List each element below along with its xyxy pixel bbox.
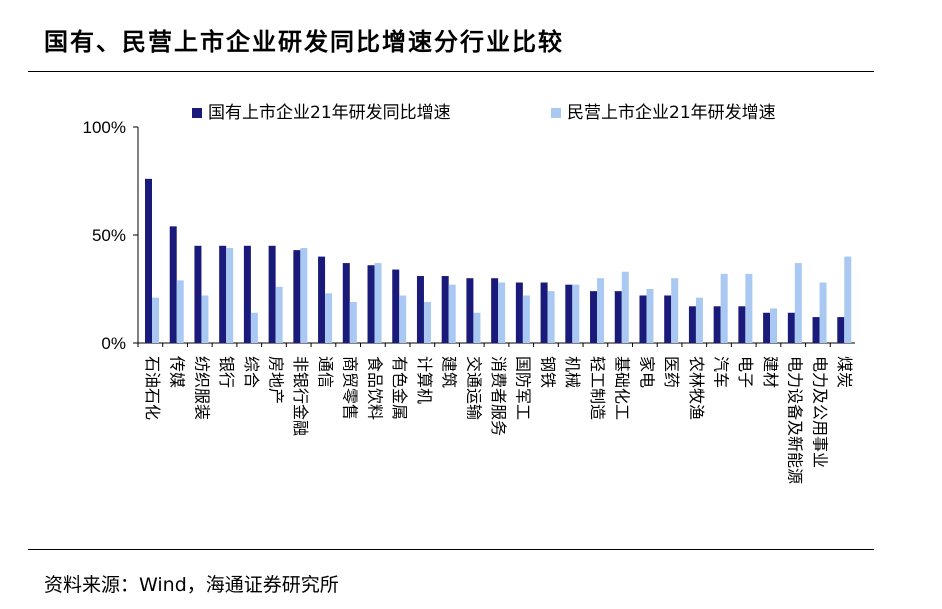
bar-state-owned (590, 291, 598, 343)
source-note: 资料来源：Wind，海通证券研究所 (44, 574, 339, 596)
x-category-label: 银行 (217, 356, 236, 388)
bar-state-owned (763, 312, 771, 343)
bar-state-owned (639, 295, 647, 343)
bar-private (844, 256, 852, 343)
bar-state-owned (713, 306, 721, 343)
bar-state-owned (688, 306, 696, 343)
x-category-label: 消费者服务 (489, 356, 508, 436)
bar-state-owned (738, 306, 746, 343)
bar-state-owned (614, 291, 622, 343)
x-category-label: 家电 (637, 356, 656, 388)
bar-state-owned (219, 245, 227, 343)
chart-title: 国有、民营上市企业研发同比增速分行业比较 (44, 28, 564, 56)
x-category-label: 基础化工 (613, 356, 632, 420)
bar-private (349, 301, 357, 343)
x-category-label: 农林牧渔 (687, 356, 706, 420)
bar-private (770, 308, 778, 343)
bar-state-owned (318, 256, 326, 343)
bar-state-owned (169, 226, 177, 343)
bar-private (152, 297, 159, 343)
x-category-label: 综合 (242, 356, 261, 388)
bar-private (547, 291, 555, 343)
x-category-label: 医药 (662, 356, 681, 388)
x-category-label: 国防军工 (514, 356, 533, 420)
top-rule (28, 71, 874, 72)
bar-state-owned (416, 276, 424, 343)
y-tick-label: 100% (83, 118, 126, 137)
bar-private (201, 295, 209, 343)
bar-state-owned (243, 245, 251, 343)
x-category-label: 建筑 (440, 356, 459, 388)
bar-state-owned (145, 178, 152, 343)
x-category-label: 有色金属 (390, 356, 409, 420)
x-category-label: 通信 (316, 356, 335, 388)
bar-private (522, 295, 530, 343)
bar-state-owned (466, 278, 474, 343)
x-category-label: 机械 (563, 356, 582, 388)
bar-private (695, 297, 703, 343)
bar-private (275, 286, 283, 343)
bar-private (720, 273, 728, 343)
x-category-label: 轻工制造 (588, 356, 607, 420)
x-category-label: 商贸零售 (341, 356, 360, 420)
bar-state-owned (491, 278, 499, 343)
bar-state-owned (268, 245, 276, 343)
bar-private (794, 263, 802, 343)
bar-private (374, 263, 382, 343)
legend-swatch-state-owned (192, 108, 202, 118)
bar-state-owned (293, 250, 301, 343)
bar-state-owned (194, 245, 202, 343)
x-category-label: 汽车 (712, 356, 731, 388)
bar-state-owned (342, 263, 350, 343)
x-category-label: 房地产 (266, 356, 285, 404)
x-category-label: 电力设备及新能源 (786, 356, 805, 484)
x-category-label: 传媒 (168, 356, 187, 388)
bar-private (176, 280, 184, 343)
bar-chart: 0% 50% 100% 石油石化 传媒 纺织服装 银行 综合 房地产 非银行金融 通信 商贸零售 食品饮… (83, 103, 855, 484)
x-category-label: 食品饮料 (365, 356, 384, 420)
x-category-label: 电力及公用事业 (810, 356, 829, 468)
bar-state-owned (787, 312, 795, 343)
x-category-label: 纺织服装 (192, 356, 211, 420)
bar-private (448, 284, 456, 343)
bottom-rule (28, 549, 874, 550)
bar-state-owned (812, 317, 820, 343)
bar-private (572, 284, 580, 343)
bar-private (226, 247, 234, 343)
legend-label-state-owned: 国有上市企业21年研发同比增速 (208, 103, 451, 123)
bar-private (399, 295, 407, 343)
bar-private (250, 312, 258, 343)
bar-state-owned (664, 295, 672, 343)
x-category-label: 石油石化 (143, 356, 162, 420)
bar-private (597, 278, 605, 343)
bar-private (745, 273, 753, 343)
bar-state-owned (392, 269, 400, 343)
x-category-label: 钢铁 (538, 356, 557, 388)
bar-private (423, 301, 431, 343)
x-category-label: 非银行金融 (291, 356, 310, 436)
bar-private (325, 293, 333, 343)
bar-private (300, 247, 308, 343)
bar-state-owned (441, 276, 449, 343)
bar-private (646, 289, 654, 343)
bar-private (671, 278, 679, 343)
legend-swatch-private (551, 108, 561, 118)
bar-private (819, 282, 827, 343)
x-category-label: 煤炭 (835, 356, 854, 388)
bar-state-owned (540, 282, 548, 343)
bar-state-owned (515, 282, 523, 343)
x-category-label: 交通运输 (464, 356, 483, 420)
bar-state-owned (565, 284, 573, 343)
legend-label-private: 民营上市企业21年研发增速 (567, 103, 776, 123)
x-category-label: 计算机 (415, 356, 434, 404)
bar-private (498, 282, 506, 343)
bar-private (473, 312, 481, 343)
x-category-label: 电子 (736, 356, 755, 388)
y-tick-label: 50% (92, 226, 126, 245)
bar-state-owned (367, 265, 375, 343)
bar-private (621, 271, 629, 343)
bar-state-owned (837, 317, 845, 343)
x-category-label: 建材 (761, 356, 780, 388)
y-tick-label: 0% (101, 334, 126, 353)
